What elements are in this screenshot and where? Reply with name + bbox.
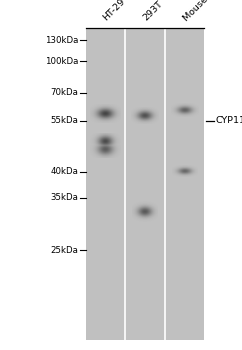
Text: 100kDa: 100kDa — [45, 57, 79, 66]
Text: Mouse eye: Mouse eye — [181, 0, 224, 23]
Text: 25kDa: 25kDa — [51, 246, 79, 255]
Text: CYP11B1: CYP11B1 — [216, 116, 242, 125]
Text: HT-29: HT-29 — [101, 0, 127, 23]
Text: 35kDa: 35kDa — [51, 193, 79, 202]
Bar — [86, 28, 204, 340]
Text: 293T: 293T — [141, 0, 165, 23]
Text: 130kDa: 130kDa — [45, 36, 79, 45]
Text: 55kDa: 55kDa — [51, 116, 79, 125]
Text: 70kDa: 70kDa — [51, 88, 79, 97]
Text: 40kDa: 40kDa — [51, 167, 79, 176]
